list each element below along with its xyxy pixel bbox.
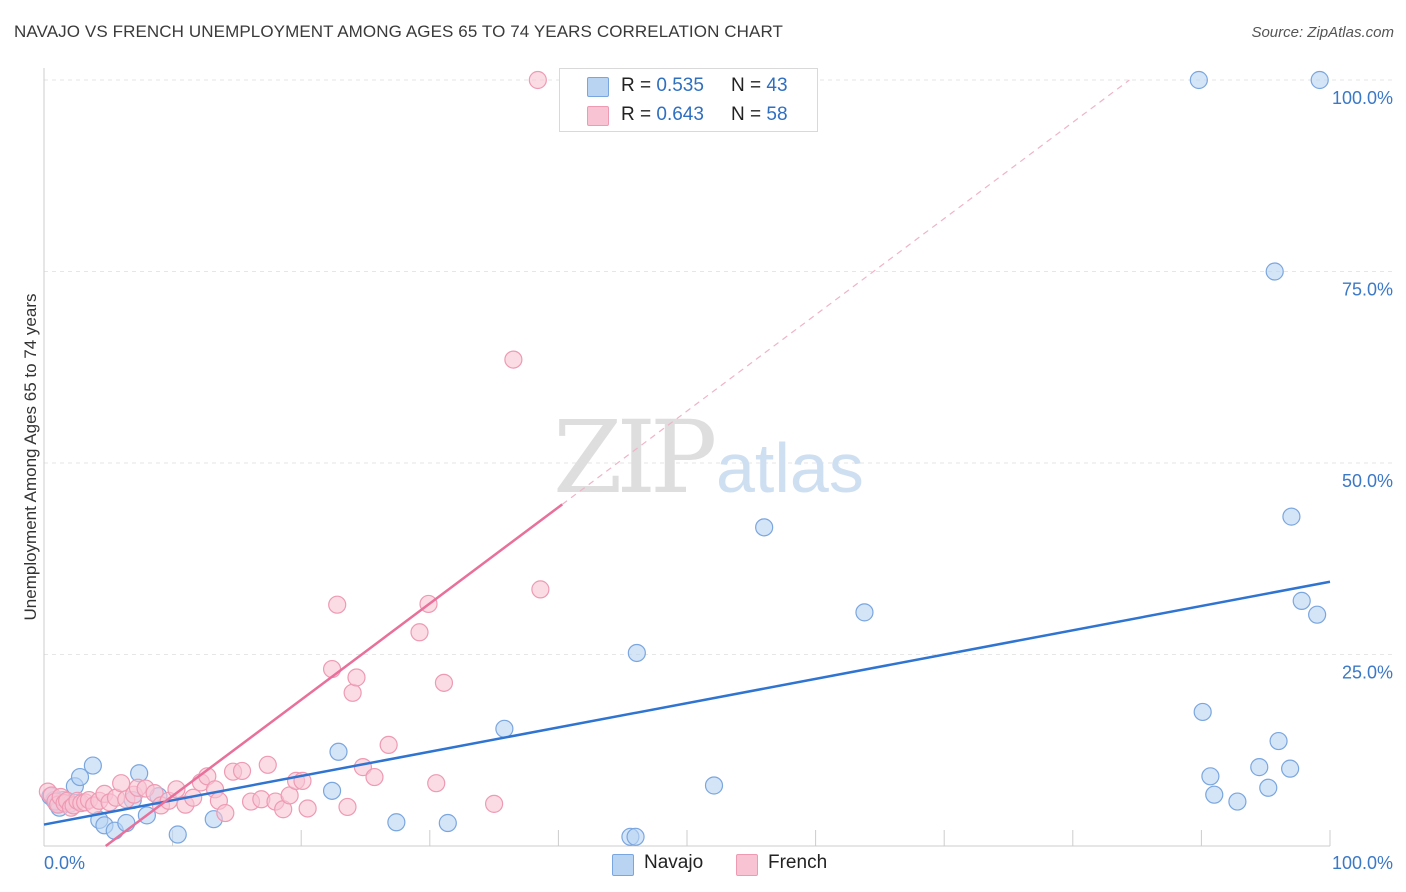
french-trend-line	[104, 503, 564, 848]
navajo-point	[1205, 785, 1224, 804]
french-point	[216, 803, 235, 823]
navajo-point	[168, 825, 187, 844]
legend-n-label: N =	[731, 75, 767, 96]
legend-r-label: R =	[621, 75, 657, 96]
french-point	[347, 668, 366, 687]
navajo-point	[1282, 507, 1301, 526]
legend-french-n: 58	[766, 104, 788, 125]
grid-lines	[44, 79, 1395, 655]
navajo-point	[1310, 70, 1329, 90]
stats-legend: R = 0.535 N = 43 R = 0.643 N = 58	[559, 68, 818, 132]
navajo-point	[83, 756, 102, 775]
legend-navajo-n: 43	[766, 75, 788, 96]
french-point	[298, 799, 317, 818]
legend-navajo-r: 0.535	[656, 75, 704, 96]
french-point	[167, 780, 186, 799]
french-point	[528, 70, 547, 90]
legend-french-label: French	[768, 852, 828, 873]
navajo-point	[1189, 70, 1208, 90]
watermark: ZIP atlas	[553, 399, 864, 516]
navajo-point	[322, 781, 342, 800]
french-point	[112, 774, 131, 793]
french-point	[365, 767, 384, 787]
navajo-point	[1250, 758, 1269, 777]
french-point	[379, 735, 398, 754]
legend-n-label: N =	[731, 104, 767, 125]
french-point	[531, 580, 550, 599]
french-point	[504, 350, 523, 369]
chart-title: NAVAJO VS FRENCH UNEMPLOYMENT AMONG AGES…	[14, 22, 784, 41]
legend-navajo-label: Navajo	[644, 852, 704, 873]
navajo-point	[1201, 767, 1220, 786]
french-point	[338, 797, 357, 817]
x-tick-label: 100.0%	[1332, 853, 1393, 873]
french-point	[328, 595, 347, 614]
navajo-point	[387, 813, 406, 832]
navajo-point	[1228, 792, 1247, 811]
source-note: Source: ZipAtlas.com	[1251, 24, 1394, 41]
french-swatch	[587, 106, 609, 126]
tick-labels: 25.0% 50.0% 75.0% 100.0% 0.0% 100.0%	[44, 88, 1393, 873]
x-tick-label: 0.0%	[44, 853, 85, 873]
navajo-point	[627, 643, 646, 663]
french-point	[232, 761, 252, 781]
navajo-point	[704, 776, 724, 795]
y-tick-label: 75.0%	[1342, 280, 1393, 300]
y-tick-label: 50.0%	[1342, 471, 1393, 491]
french-point	[427, 774, 446, 793]
navajo-point	[626, 827, 645, 846]
navajo-point	[1308, 605, 1327, 624]
navajo-point	[1292, 591, 1311, 610]
navajo-point	[855, 603, 874, 622]
y-axis-label: Unemployment Among Ages 65 to 74 years	[21, 294, 40, 621]
navajo-point	[70, 767, 90, 787]
navajo-trend-line	[43, 580, 1331, 826]
french-point	[434, 673, 454, 692]
french-point	[322, 659, 342, 679]
navajo-point	[495, 719, 514, 738]
navajo-swatch	[612, 854, 634, 876]
navajo-point	[1269, 731, 1288, 751]
navajo-swatch	[587, 77, 609, 97]
french-point	[485, 794, 504, 813]
navajo-point	[1259, 778, 1278, 797]
legend-row-navajo: R = 0.535 N = 43	[560, 72, 817, 102]
navajo-point	[329, 742, 348, 761]
y-tick-label: 100.0%	[1332, 88, 1393, 108]
french-point	[343, 683, 362, 702]
legend-r-label: R =	[621, 104, 657, 125]
french-trend-extension	[561, 79, 1130, 505]
navajo-point	[1265, 262, 1284, 281]
axes	[43, 68, 1331, 847]
bottom-legend: Navajo French	[0, 852, 1406, 878]
navajo-point	[117, 813, 136, 833]
y-tick-label: 25.0%	[1342, 663, 1393, 683]
watermark-zip: ZIP	[553, 399, 714, 516]
navajo-point	[755, 518, 774, 537]
legend-french-r: 0.643	[656, 104, 704, 125]
legend-row-french: R = 0.643 N = 58	[560, 101, 817, 131]
french-point	[410, 623, 429, 642]
french-points	[38, 70, 594, 823]
navajo-point	[1281, 759, 1300, 778]
french-swatch	[736, 854, 758, 876]
french-point	[258, 755, 277, 774]
navajo-point	[438, 813, 457, 833]
regression-lines	[43, 79, 1331, 848]
navajo-point	[1193, 702, 1212, 722]
watermark-atlas: atlas	[716, 429, 864, 507]
